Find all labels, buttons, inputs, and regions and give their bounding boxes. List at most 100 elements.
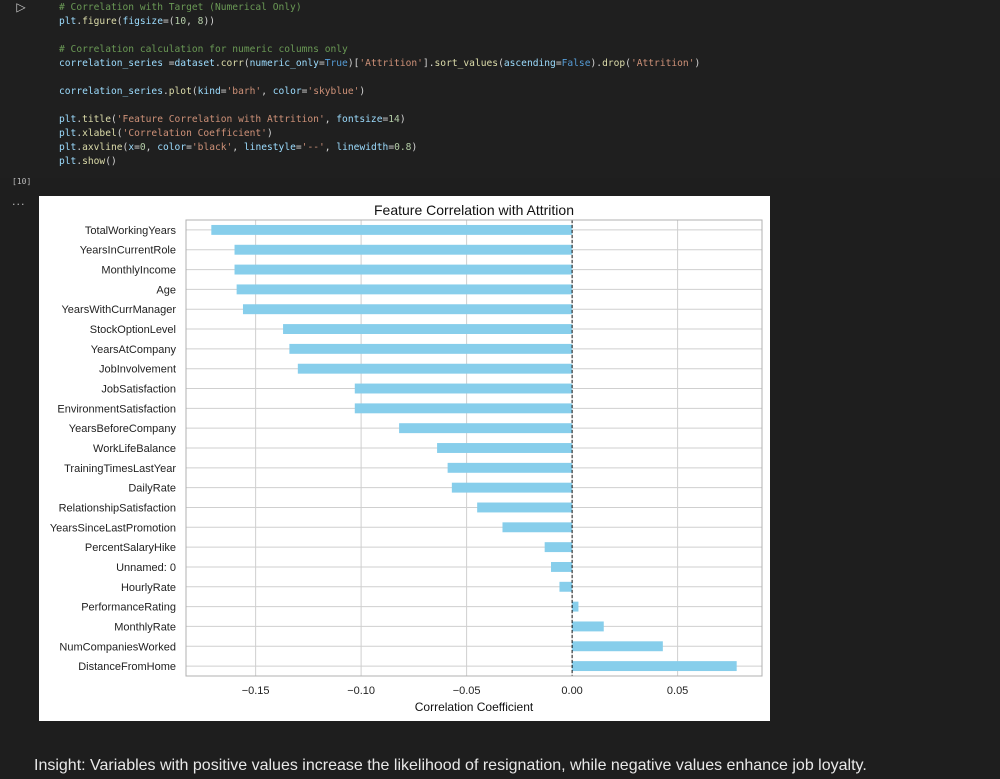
- code-token: color: [272, 86, 302, 97]
- y-tick-label: JobSatisfaction: [101, 384, 176, 396]
- code-token: .: [76, 142, 83, 153]
- code-token: .: [162, 86, 169, 97]
- code-token: ,: [261, 86, 273, 97]
- code-token: ): [359, 86, 366, 97]
- code-token: dataset: [174, 58, 215, 69]
- y-tick-label: StockOptionLevel: [90, 324, 176, 336]
- code-token: plot: [168, 86, 192, 97]
- code-token: =: [555, 58, 562, 69]
- axes-frame: [185, 219, 763, 677]
- bar: [297, 363, 573, 374]
- y-tick-label: Unnamed: 0: [116, 562, 176, 574]
- code-token: ): [694, 58, 701, 69]
- code-token: ,: [324, 114, 337, 125]
- code-line: # Correlation with Target (Numerical Onl…: [59, 2, 302, 13]
- code-token: plt: [59, 114, 77, 125]
- code-line: plt.xlabel('Correlation Coefficient'): [59, 128, 273, 139]
- code-token: 'Attrition': [630, 58, 695, 69]
- y-tick-label: TrainingTimesLastYear: [64, 463, 176, 475]
- y-tick-label: JobInvolvement: [99, 364, 176, 376]
- y-tick-label: MonthlyRate: [114, 621, 176, 633]
- code-token: correlation_series: [59, 86, 163, 97]
- code-token: =: [301, 86, 308, 97]
- code-token: 8: [197, 16, 204, 27]
- code-token: .: [214, 58, 221, 69]
- play-icon: ▷: [16, 0, 26, 14]
- code-token: (: [111, 114, 117, 125]
- code-token: (: [243, 58, 250, 69]
- chart-background: [39, 196, 770, 721]
- code-token: False: [561, 58, 591, 69]
- code-token: 'Attrition': [359, 58, 423, 69]
- code-token: .: [76, 16, 83, 27]
- code-line: # Correlation calculation for numeric co…: [59, 44, 348, 55]
- y-tick-label: PercentSalaryHike: [85, 542, 176, 554]
- bar: [451, 482, 573, 493]
- code-cell[interactable]: ▷ # Correlation with Target (Numerical O…: [0, 0, 1000, 178]
- code-token: ].: [422, 58, 435, 69]
- y-tick-label: HourlyRate: [121, 582, 176, 594]
- bars: [211, 224, 737, 672]
- code-token: figsize: [122, 16, 163, 27]
- y-tick-label: YearsBeforeCompany: [69, 423, 177, 435]
- bar: [572, 621, 604, 632]
- code-token: =(: [162, 16, 175, 27]
- code-token: (): [105, 156, 117, 167]
- y-tick-label: Age: [156, 284, 176, 296]
- bar: [211, 224, 573, 235]
- code-token: .: [76, 114, 83, 125]
- code-token: kind: [197, 86, 221, 97]
- output-menu-button[interactable]: ...: [12, 195, 26, 208]
- bar: [236, 284, 573, 295]
- y-tick-label: RelationshipSatisfaction: [59, 502, 176, 514]
- code-token: )[: [347, 58, 360, 69]
- bar: [283, 324, 573, 334]
- insight-text: Insight: Variables with positive values …: [34, 757, 867, 774]
- code-line: correlation_series =dataset.corr(numeric…: [59, 58, 700, 69]
- bar: [437, 443, 573, 453]
- code-token: figure: [82, 16, 117, 27]
- code-token: axvline: [82, 142, 123, 153]
- x-axis-label: Correlation Coefficient: [415, 700, 534, 714]
- y-tick-label: PerformanceRating: [81, 602, 176, 614]
- y-tick-label: WorkLifeBalance: [93, 443, 176, 455]
- code-token: linewidth: [336, 142, 389, 153]
- code-token: ,: [186, 16, 198, 27]
- bar: [502, 522, 573, 533]
- run-cell-button[interactable]: ▷: [12, 0, 30, 16]
- code-token: title: [82, 114, 111, 125]
- code-token: correlation_series: [59, 58, 163, 69]
- chart-title: Feature Correlation with Attrition: [374, 202, 574, 218]
- code-token: 'Correlation Coefficient': [122, 128, 267, 139]
- y-tick-labels: TotalWorkingYears YearsInCurrentRole Month…: [50, 225, 177, 673]
- code-token: =: [134, 142, 140, 153]
- code-token: =: [382, 114, 389, 125]
- code-editor[interactable]: # Correlation with Target (Numerical Onl…: [59, 1, 700, 169]
- code-token: drop: [602, 58, 626, 69]
- code-token: .: [76, 156, 83, 167]
- code-token: ).: [590, 58, 603, 69]
- y-tick-label: YearsAtCompany: [91, 344, 177, 356]
- code-line: correlation_series.plot(kind='barh', col…: [59, 86, 365, 97]
- code-token: ): [399, 114, 406, 125]
- code-token: (: [116, 128, 123, 139]
- code-token: ascending: [503, 58, 556, 69]
- x-tick-label: −0.05: [453, 685, 481, 697]
- code-token: =: [186, 142, 192, 153]
- code-token: plt: [59, 156, 77, 167]
- code-token: =: [318, 58, 325, 69]
- y-tick-label: NumCompaniesWorked: [59, 641, 176, 653]
- y-tick-label: DailyRate: [128, 483, 176, 495]
- code-token: ,: [232, 142, 244, 153]
- bar: [234, 244, 573, 255]
- code-token: ): [266, 128, 273, 139]
- code-token: (: [116, 16, 123, 27]
- bar: [572, 641, 663, 652]
- code-token: '--': [301, 142, 325, 153]
- bar: [447, 462, 573, 473]
- code-token: 'Feature Correlation with Attrition': [116, 114, 325, 125]
- bar: [572, 601, 579, 612]
- code-token: (: [191, 86, 198, 97]
- code-line: plt.axvline(x=0, color='black', linestyl…: [59, 142, 417, 153]
- correlation-bar-chart: TotalWorkingYears YearsInCurrentRole Month…: [39, 196, 770, 721]
